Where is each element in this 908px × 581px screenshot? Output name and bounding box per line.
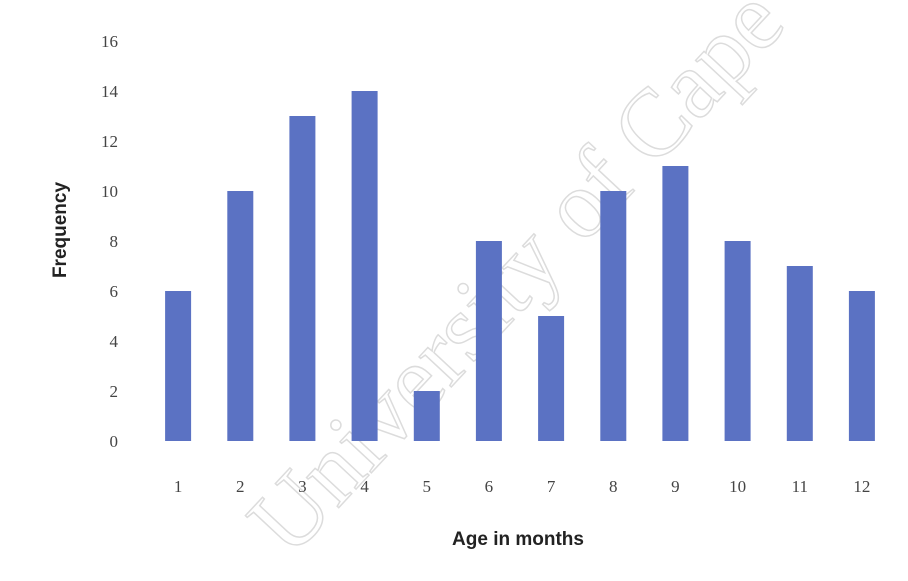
bar-11 bbox=[786, 266, 813, 441]
x-tick-label: 12 bbox=[853, 477, 870, 496]
y-tick-label: 12 bbox=[101, 132, 118, 151]
y-tick-label: 2 bbox=[110, 382, 119, 401]
y-tick-label: 6 bbox=[110, 282, 119, 301]
bar-3 bbox=[289, 116, 316, 441]
bar-7 bbox=[538, 316, 565, 441]
bar-8 bbox=[600, 191, 627, 441]
x-tick-label: 11 bbox=[792, 477, 808, 496]
bar-9 bbox=[662, 166, 689, 441]
bars-group bbox=[165, 91, 875, 441]
x-tick-label: 2 bbox=[236, 477, 245, 496]
y-tick-label: 10 bbox=[101, 182, 118, 201]
bar-12 bbox=[848, 291, 875, 441]
x-tick-label: 7 bbox=[547, 477, 556, 496]
bar-4 bbox=[351, 91, 378, 441]
y-tick-label: 8 bbox=[110, 232, 119, 251]
x-tick-label: 10 bbox=[729, 477, 746, 496]
x-axis-title: Age in months bbox=[452, 529, 584, 550]
bar-6 bbox=[475, 241, 502, 441]
x-tick-label: 9 bbox=[671, 477, 680, 496]
bar-2 bbox=[227, 191, 254, 441]
y-tick-label: 0 bbox=[110, 432, 119, 451]
x-tick-label: 5 bbox=[423, 477, 432, 496]
bar-10 bbox=[724, 241, 751, 441]
y-tick-label: 4 bbox=[110, 332, 119, 351]
y-axis-title: Frequency bbox=[50, 182, 71, 279]
x-tick-label: 3 bbox=[298, 477, 307, 496]
x-tick-label: 1 bbox=[174, 477, 183, 496]
y-axis-ticks: 0 2 4 6 8 10 12 14 16 bbox=[101, 32, 119, 451]
y-tick-label: 14 bbox=[101, 82, 119, 101]
bar-1 bbox=[165, 291, 192, 441]
x-tick-label: 4 bbox=[360, 477, 369, 496]
x-tick-label: 6 bbox=[485, 477, 494, 496]
x-tick-label: 8 bbox=[609, 477, 618, 496]
bar-5 bbox=[413, 391, 440, 441]
x-axis-ticks: 1 2 3 4 5 6 7 8 9 10 11 12 bbox=[174, 477, 871, 496]
y-tick-label: 16 bbox=[101, 32, 118, 51]
